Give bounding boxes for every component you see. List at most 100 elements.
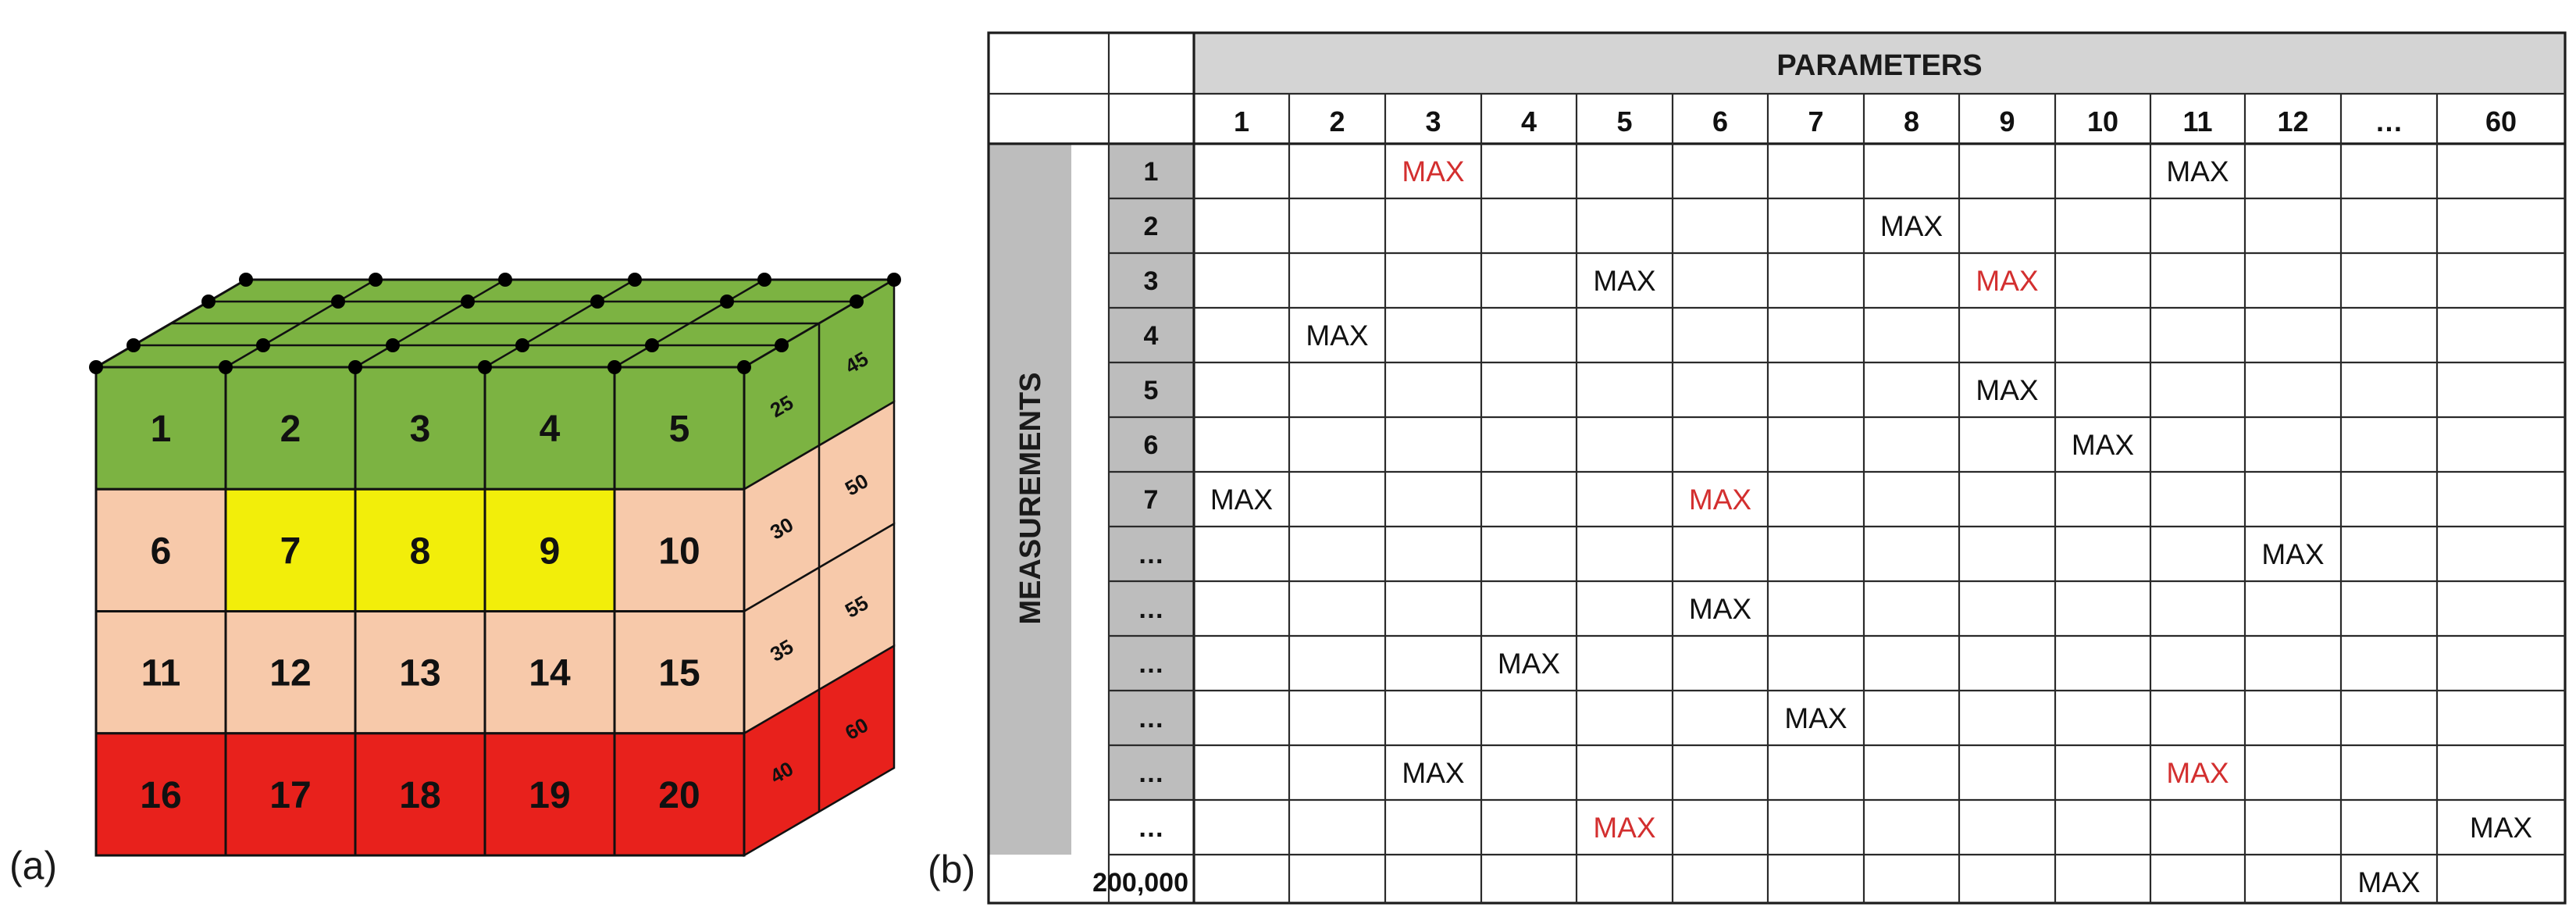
parameter-header: 60	[2485, 105, 2517, 137]
front-cell	[354, 487, 486, 612]
parameter-header: 4	[1521, 105, 1537, 137]
grid-node	[201, 295, 216, 309]
front-cell-number: 1	[151, 409, 172, 450]
parameter-header: 6	[1712, 105, 1728, 137]
front-cell-number: 6	[151, 530, 172, 572]
measurement-row-header: 6	[1144, 430, 1159, 460]
grid-node	[887, 273, 901, 287]
max-cell: MAX	[2072, 429, 2134, 461]
max-cell: MAX	[1402, 155, 1464, 187]
parameter-header: 11	[2182, 105, 2212, 137]
parameters-header-bg	[1194, 33, 2565, 94]
front-cell	[224, 732, 357, 857]
max-cell: MAX	[1689, 593, 1751, 625]
max-cell: MAX	[1784, 702, 1847, 734]
front-cell-number: 17	[269, 775, 311, 816]
measurement-row-header: 5	[1144, 376, 1159, 405]
max-cell: MAX	[1402, 757, 1464, 789]
measurement-row-header: …	[1138, 594, 1164, 624]
front-cell	[613, 610, 746, 735]
grid-node	[775, 338, 789, 352]
front-cell-number: 4	[540, 409, 561, 450]
front-cell	[94, 732, 227, 857]
max-cell: MAX	[2166, 757, 2229, 789]
max-cell: MAX	[1689, 484, 1751, 516]
grid-node	[720, 295, 734, 309]
max-cell: MAX	[1880, 210, 1943, 242]
grid-node	[478, 360, 492, 374]
max-cell: MAX	[1306, 320, 1368, 352]
measurement-row-header: …	[1138, 704, 1164, 734]
measurement-row-header: 200,000	[1092, 868, 1188, 898]
grid-node	[256, 338, 270, 352]
front-cell	[613, 487, 746, 612]
max-cell: MAX	[1976, 374, 2038, 406]
parameter-headers: 1 2 3 4 5 6 7 8 9 10 11 12… 60	[1234, 105, 2517, 137]
max-cell: MAX	[2166, 155, 2229, 187]
max-cell: MAX	[2261, 538, 2324, 570]
grid-node	[590, 295, 604, 309]
front-cell-number: 10	[658, 530, 700, 572]
front-cell	[483, 487, 616, 612]
parameter-header: 8	[1904, 105, 1919, 137]
grid-node	[461, 295, 475, 309]
front-cell-number: 16	[140, 775, 181, 816]
measurement-row-header: 3	[1144, 266, 1159, 296]
measurements-label: MEASUREMENTS	[1014, 372, 1047, 624]
grid-node	[89, 360, 103, 374]
max-cell: MAX	[1593, 812, 1655, 844]
measurement-row-header: …	[1138, 813, 1164, 843]
grid-node	[515, 338, 529, 352]
max-cell: MAX	[1498, 648, 1560, 680]
front-cell-number: 5	[669, 409, 690, 450]
measurement-row-header: …	[1138, 649, 1164, 679]
front-cell-number: 13	[399, 653, 440, 694]
front-cell-number: 9	[540, 530, 561, 572]
max-cell: MAX	[1210, 484, 1273, 516]
measurement-row-header: 7	[1144, 485, 1159, 515]
grid-node	[348, 360, 362, 374]
parameters-title: PARAMETERS	[1776, 49, 1982, 82]
grid-node	[737, 360, 751, 374]
grid-node	[386, 338, 400, 352]
front-cell-number: 7	[280, 530, 301, 572]
table-border	[987, 31, 2567, 905]
measurement-row-header: 1	[1144, 157, 1159, 187]
grid-node	[850, 295, 864, 309]
grid-node	[607, 360, 622, 374]
front-cell-number: 12	[269, 653, 311, 694]
front-cell-number: 14	[529, 653, 571, 694]
front-cell	[94, 610, 227, 735]
panel-label-a: (a)	[9, 844, 57, 887]
max-cells: MAX MAX MAX MAX MAX MAX MAX MAX MAX MAX MAX MAX MAX M…	[1210, 155, 2532, 898]
front-cell-number: 8	[410, 530, 431, 572]
parameter-header: 7	[1808, 105, 1823, 137]
parameter-header: 5	[1616, 105, 1632, 137]
max-cell: MAX	[2357, 866, 2420, 898]
front-cell-number: 18	[399, 775, 440, 816]
grid-node	[331, 295, 345, 309]
front-cell	[483, 366, 616, 491]
grid-node	[239, 273, 253, 287]
front-cell-number: 11	[141, 653, 181, 694]
front-cell	[354, 366, 486, 491]
measurement-row-header: 4	[1144, 321, 1159, 351]
cube-node-points	[89, 273, 901, 374]
measurement-row-header: …	[1138, 759, 1164, 788]
grid-node	[126, 338, 141, 352]
front-cell	[613, 732, 746, 857]
parameter-header: 12	[2277, 105, 2308, 137]
measurement-row-header: …	[1138, 540, 1164, 569]
front-cell	[224, 487, 357, 612]
grid-node	[219, 360, 233, 374]
grid-node	[757, 273, 771, 287]
front-cell	[483, 732, 616, 857]
parameter-header: 9	[1999, 105, 2015, 137]
front-cell-number: 3	[410, 409, 431, 450]
parameter-header: 1	[1234, 105, 1249, 137]
grid-node	[645, 338, 659, 352]
panel-label-b-wrap: (b)	[928, 848, 975, 891]
